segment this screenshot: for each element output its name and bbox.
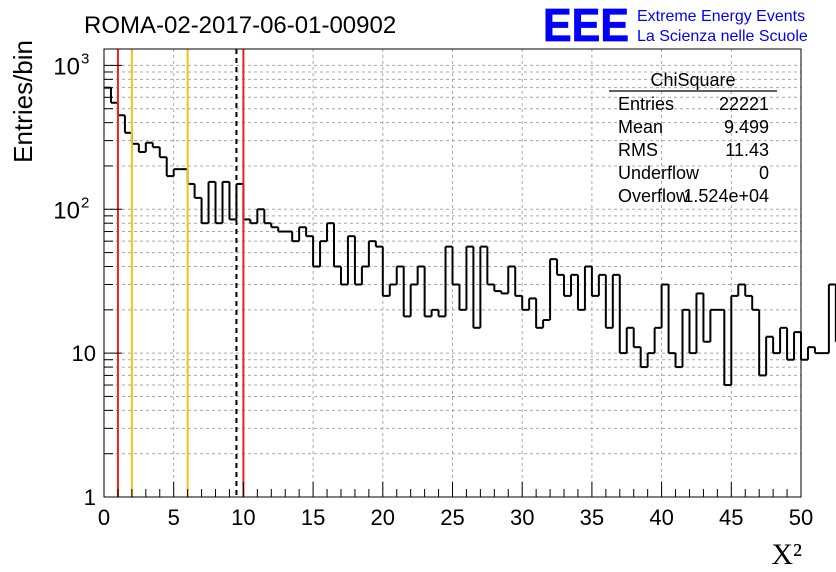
stats-row-value: 11.43 — [725, 140, 769, 160]
y-axis-label: Entries/bin — [8, 40, 38, 163]
eee-logo-line1: Extreme Energy Events — [637, 8, 805, 25]
stats-row-label: Underflow — [618, 163, 700, 183]
x-tick-label: 25 — [440, 505, 464, 530]
x-axis-ticks: 0 5 10 15 20 25 30 35 40 45 50 — [98, 482, 813, 530]
x-tick-label: 30 — [510, 505, 534, 530]
x-tick-label: 50 — [789, 505, 813, 530]
x-tick-label: 0 — [98, 505, 110, 530]
x-tick-label: 15 — [301, 505, 325, 530]
stats-row-label: Mean — [618, 117, 663, 137]
stats-row-label: RMS — [618, 140, 658, 160]
x-tick-label: 10 — [231, 505, 255, 530]
y-tick-label: 10 — [72, 341, 96, 366]
eee-logo-mark: EEE — [543, 0, 629, 51]
eee-logo: EEE Extreme Energy Events La Scienza nel… — [543, 0, 808, 51]
y-tick-label: 10 — [53, 53, 80, 80]
x-axis-label: X² — [771, 538, 802, 571]
stats-row-value: 1.524e+04 — [683, 186, 769, 206]
stats-row-value: 9.499 — [724, 117, 769, 137]
stats-row-value: 22221 — [719, 94, 769, 114]
eee-logo-line2: La Scienza nelle Scuole — [637, 28, 808, 45]
stats-row-label: Entries — [618, 94, 674, 114]
vertical-markers — [116, 49, 245, 497]
y-tick-label: 10 — [53, 197, 80, 224]
chart-title: ROMA-02-2017-06-01-00902 — [84, 12, 396, 39]
y-tick-label: 1 — [84, 485, 96, 510]
stats-box: ChiSquare Entries 22221 Mean 9.499 RMS 11.43 U… — [609, 70, 777, 206]
x-tick-label: 40 — [649, 505, 673, 530]
x-tick-label: 5 — [168, 505, 180, 530]
stats-row-label: Overflow — [618, 186, 690, 206]
x-tick-label: 20 — [371, 505, 395, 530]
stats-row-value: 0 — [759, 163, 769, 183]
y-tick-label-exponent: 2 — [81, 194, 89, 211]
stats-title: ChiSquare — [650, 70, 735, 90]
x-tick-label: 35 — [580, 505, 604, 530]
y-tick-label-exponent: 3 — [81, 50, 89, 67]
x-tick-label: 45 — [719, 505, 743, 530]
histogram-bars — [104, 86, 836, 387]
